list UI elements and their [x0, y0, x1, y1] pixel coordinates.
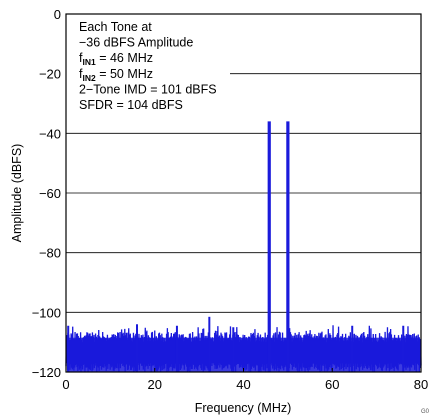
- y-axis-ticks: 0 −20 −40 −60 −80 −100 −120: [32, 7, 61, 380]
- x-tick-label: 60: [325, 377, 339, 392]
- annotation-line: fIN1 = 46 MHz: [79, 51, 153, 67]
- y-tick-label: −80: [39, 246, 61, 261]
- noise-band: [67, 337, 420, 372]
- annotation-line: −36 dBFS Amplitude: [79, 36, 193, 50]
- annotation-line: 2−Tone IMD = 101 dBFS: [79, 82, 217, 96]
- annotation-line: Each Tone at: [79, 20, 152, 34]
- grid-lines: [66, 73, 421, 313]
- y-tick-label: −100: [32, 305, 61, 320]
- x-tick-label: 80: [414, 377, 428, 392]
- annotation-line: fIN2 = 50 MHz: [79, 67, 153, 83]
- annotation-background: [74, 18, 226, 120]
- figure-id-label: G0: [421, 409, 430, 415]
- x-axis-ticks: 0 20 40 60 80: [62, 368, 428, 392]
- y-tick-label: −120: [32, 365, 61, 380]
- x-tick-label: 40: [236, 377, 250, 392]
- x-tick-label: 0: [62, 377, 69, 392]
- y-tick-label: −40: [39, 126, 61, 141]
- x-tick-label: 20: [148, 377, 162, 392]
- spectrum-series: [65, 121, 422, 372]
- x-axis-label: Frequency (MHz): [195, 401, 292, 415]
- y-tick-label: 0: [54, 7, 61, 22]
- y-tick-label: −60: [39, 186, 61, 201]
- y-tick-label: −20: [39, 67, 61, 82]
- y-axis-label: Amplitude (dBFS): [10, 144, 24, 243]
- annotation-line: SFDR = 104 dBFS: [79, 98, 183, 112]
